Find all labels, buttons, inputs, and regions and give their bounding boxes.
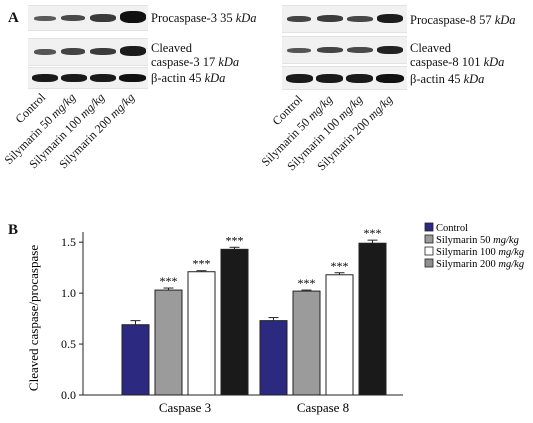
- panel-b-letter: B: [8, 222, 19, 238]
- bar: [154, 289, 183, 396]
- significance-label: ***: [331, 259, 349, 273]
- y-tick-label: 0.5: [61, 337, 76, 351]
- bar: [121, 324, 150, 396]
- procaspase3-blot: [28, 5, 148, 31]
- beta-actin-label-1: β-actin 45 kDa: [151, 71, 226, 85]
- legend-swatch: [424, 222, 434, 232]
- cleaved-caspase8-label: Cleaved caspase-8 101 kDa: [410, 41, 505, 69]
- significance-label: ***: [364, 226, 382, 240]
- significance-label: ***: [193, 257, 211, 271]
- x-tick-label: Caspase 3: [159, 400, 211, 415]
- y-axis-label: Cleaved caspase/procaspase: [26, 245, 41, 391]
- x-tick-label: Caspase 8: [297, 400, 349, 415]
- significance-label: ***: [226, 233, 244, 247]
- procaspase3-label: Procaspase-3 35 kDa: [151, 11, 257, 25]
- bar: [292, 290, 321, 396]
- cleaved-caspase3-label: Cleaved caspase-3 17 kDa: [151, 41, 240, 69]
- y-tick-label: 1.0: [61, 286, 76, 300]
- significance-label: ***: [160, 274, 178, 288]
- y-tick-label: 0.0: [61, 388, 76, 402]
- legend-entry: Silymarin 50 mg/kg: [436, 235, 519, 246]
- legend-entry: Control: [436, 223, 468, 234]
- cleaved-caspase8-blot: [282, 36, 407, 64]
- beta-actin-blot-1: [28, 67, 148, 89]
- legend-entry: Silymarin 100 mg/kg: [436, 247, 524, 258]
- bar: [325, 274, 354, 396]
- y-tick-label: 1.5: [61, 235, 76, 249]
- cleaved-caspase3-blot: [28, 38, 148, 66]
- procaspase8-blot: [282, 5, 407, 33]
- bar: [220, 248, 249, 396]
- bar: [187, 271, 216, 396]
- legend-swatch: [424, 234, 434, 244]
- legend-swatch: [424, 258, 434, 268]
- chart-bars: *** *** *** *** *** ***: [121, 226, 387, 396]
- panel-a-letter: A: [8, 10, 19, 26]
- bar: [358, 242, 387, 396]
- beta-actin-blot-2: [282, 66, 407, 90]
- significance-label: ***: [298, 276, 316, 290]
- beta-actin-label-2: β-actin 45 kDa: [410, 72, 485, 86]
- legend-entry: Silymarin 200 mg/kg: [436, 259, 524, 270]
- legend-swatch: [424, 246, 434, 256]
- bar: [259, 320, 288, 396]
- procaspase8-label: Procaspase-8 57 kDa: [410, 13, 516, 27]
